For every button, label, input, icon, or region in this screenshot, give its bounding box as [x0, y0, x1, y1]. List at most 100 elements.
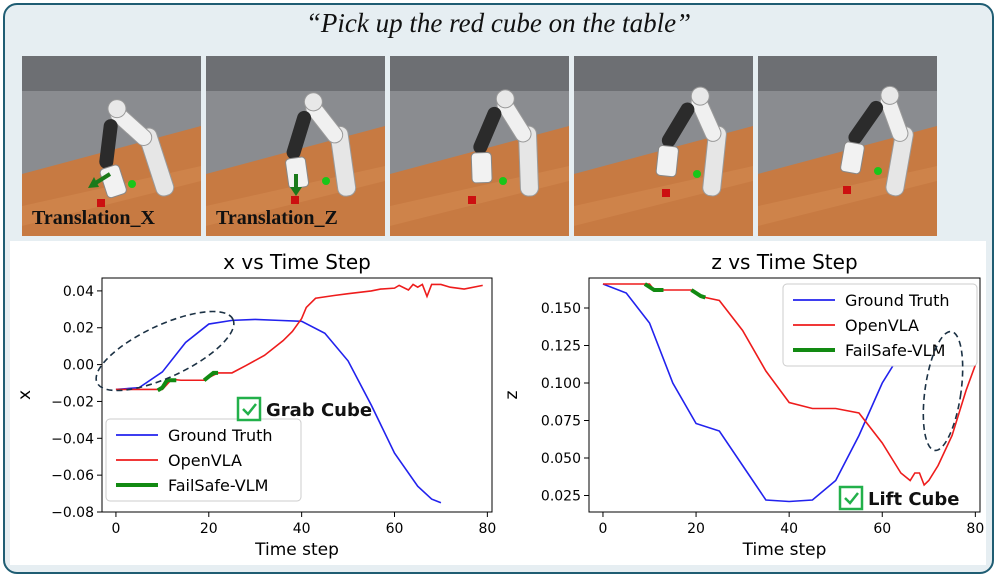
x-tick-label: 40: [293, 521, 311, 537]
background-wall: [758, 56, 937, 91]
background-wall: [206, 56, 385, 91]
x-tick-label: 60: [873, 521, 891, 537]
red-cube: [97, 199, 105, 207]
arm-joint: [690, 86, 710, 106]
chart-2: z vs Time Step Time step z 0 20 40 60 80 0.025 0.…: [502, 250, 984, 560]
background-wall: [22, 56, 201, 91]
red-cube: [662, 189, 670, 197]
legend-box: [105, 418, 302, 502]
green-target-dot: [499, 177, 507, 185]
x-tick-label: 20: [687, 521, 705, 537]
y-tick-label: 0.125: [541, 339, 581, 355]
plot-frame: [588, 277, 981, 513]
gripper: [99, 164, 127, 199]
check-box-icon: [236, 396, 262, 422]
openvla-line: [602, 283, 977, 487]
check-box-icon: [838, 485, 864, 511]
arm-forearm: [848, 100, 884, 145]
arm-forearm: [286, 110, 312, 160]
robot-arm: [470, 89, 539, 197]
y-axis-label: z: [502, 390, 522, 399]
x-axis-label: Time step: [254, 540, 339, 560]
y-tick-label: 0.02: [63, 321, 94, 337]
ground-truth-line: [602, 283, 925, 503]
plots-svg: x vs Time Step Time step x 0 20 40 60 80 −0.08 −0…: [15, 250, 984, 560]
failsafe-vlm-segment: [202, 370, 219, 382]
x-tick-label: 40: [780, 521, 798, 537]
chart-title: x vs Time Step: [223, 250, 371, 274]
robot-arm: [655, 86, 727, 197]
green-target-dot: [693, 170, 701, 178]
x-tick-label: 0: [599, 521, 608, 537]
ground-truth-line: [115, 318, 442, 504]
background-wall: [574, 56, 753, 91]
gripper: [470, 151, 493, 184]
instruction-text: “Pick up the red cube on the table”: [305, 8, 692, 38]
plot-frame: [101, 277, 493, 513]
failsafe-vlm-segment: [690, 288, 706, 300]
arm-joint: [495, 89, 515, 109]
y-tick-label: 0.04: [63, 284, 94, 300]
sim-frame-1: Translation_X: [22, 56, 201, 236]
y-tick-label: 0.050: [541, 451, 581, 467]
arm-forearm: [99, 119, 118, 169]
green-target-dot: [128, 180, 136, 188]
robot-arm: [285, 92, 357, 197]
scene-svg: [22, 56, 201, 236]
scene-svg: [758, 56, 937, 236]
chart-1: x vs Time Step Time step x 0 20 40 60 80 −0.08 −0…: [15, 250, 496, 560]
red-cube: [468, 196, 476, 204]
x-tick-label: 60: [386, 521, 404, 537]
y-axis-label: x: [15, 390, 35, 400]
sim-frame-2: Translation_Z: [206, 56, 385, 236]
arm-joint: [880, 85, 900, 105]
y-tick-label: −0.04: [51, 431, 94, 447]
background-wall: [390, 56, 569, 91]
robot-arm: [840, 85, 914, 197]
robot-arm: [99, 99, 175, 199]
y-tick-label: 0.075: [541, 414, 581, 430]
annotation-label: Grab Cube: [266, 400, 372, 421]
arm-forearm: [661, 102, 695, 148]
y-tick-label: 0.025: [541, 489, 581, 505]
check-mark-icon: [844, 492, 859, 505]
legend-label: OpenVLA: [845, 316, 919, 335]
green-target-dot: [874, 167, 882, 175]
x-tick-label: 20: [200, 521, 218, 537]
translation-z-arrow-head: [290, 187, 302, 196]
annotation-label: Lift Cube: [868, 489, 959, 510]
legend-label: FailSafe-VLM: [168, 476, 268, 495]
sim-frame-4: [574, 56, 753, 236]
red-cube: [843, 186, 851, 194]
y-tick-label: −0.08: [51, 505, 94, 521]
check-mark-icon: [242, 403, 257, 416]
x-tick-label: 80: [478, 521, 496, 537]
failsafe-vlm-segment: [156, 378, 177, 393]
translation-x-arrow-head: [88, 177, 99, 188]
x-tick-label: 0: [111, 521, 120, 537]
y-tick-label: 0.100: [541, 376, 581, 392]
x-tick-label: 80: [966, 521, 984, 537]
scene-svg: [390, 56, 569, 236]
legend-label: Ground Truth: [845, 291, 950, 310]
legend-label: FailSafe-VLM: [845, 341, 945, 360]
arm-forearm: [473, 106, 502, 155]
failsafe-vlm-segment: [643, 282, 664, 292]
panel-label-1: Translation_X: [32, 207, 155, 229]
highlight-ellipse: [922, 330, 964, 452]
plots-area: x vs Time Step Time step x 0 20 40 60 80 −0.08 −0…: [10, 241, 986, 565]
chart-title: z vs Time Step: [711, 250, 857, 274]
sim-frame-5: [758, 56, 937, 236]
legend-label: OpenVLA: [168, 451, 242, 470]
arm-joint: [303, 92, 323, 112]
y-tick-label: 0.00: [63, 358, 94, 374]
scene-svg: [206, 56, 385, 236]
highlight-ellipse: [95, 310, 235, 392]
legend-box: [782, 283, 978, 367]
y-tick-label: 0.150: [541, 301, 581, 317]
panel-label-2: Translation_Z: [216, 207, 338, 229]
green-target-dot: [322, 177, 330, 185]
sim-frame-3: [390, 56, 569, 236]
y-tick-label: −0.02: [51, 394, 94, 410]
gripper: [840, 141, 865, 175]
